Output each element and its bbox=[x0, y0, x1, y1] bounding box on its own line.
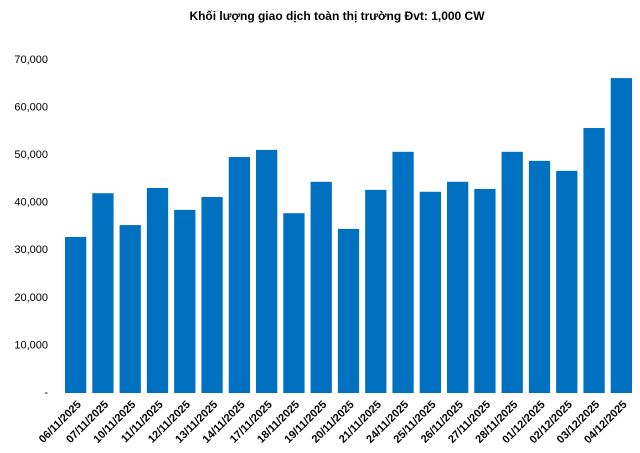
y-tick-label: 20,000 bbox=[14, 292, 48, 304]
y-tick-label: 10,000 bbox=[14, 339, 48, 351]
bar bbox=[528, 160, 551, 393]
bar bbox=[201, 197, 223, 393]
bar bbox=[283, 213, 305, 393]
bar bbox=[146, 187, 169, 393]
y-tick-label: 70,000 bbox=[14, 54, 48, 66]
bar bbox=[256, 149, 278, 393]
y-tick-label: 40,000 bbox=[14, 197, 48, 209]
y-tick-label: - bbox=[44, 387, 48, 399]
bar bbox=[447, 181, 469, 393]
bar bbox=[501, 151, 523, 393]
bar bbox=[474, 188, 496, 393]
bar bbox=[228, 157, 250, 393]
bar bbox=[419, 191, 441, 393]
bar bbox=[583, 128, 605, 393]
chart-title: Khối lượng giao dịch toàn thị trường Đvt… bbox=[189, 9, 485, 23]
bar bbox=[392, 151, 414, 393]
bar bbox=[365, 189, 387, 393]
bar bbox=[92, 193, 114, 393]
bar bbox=[610, 78, 632, 393]
y-tick-label: 50,000 bbox=[14, 149, 48, 161]
y-tick-label: 30,000 bbox=[14, 244, 48, 256]
y-tick-label: 60,000 bbox=[14, 101, 48, 113]
bar bbox=[310, 181, 332, 393]
bar bbox=[174, 209, 196, 393]
bar bbox=[337, 228, 360, 393]
bar bbox=[556, 170, 578, 393]
bar bbox=[119, 225, 141, 393]
bar bbox=[65, 236, 87, 393]
